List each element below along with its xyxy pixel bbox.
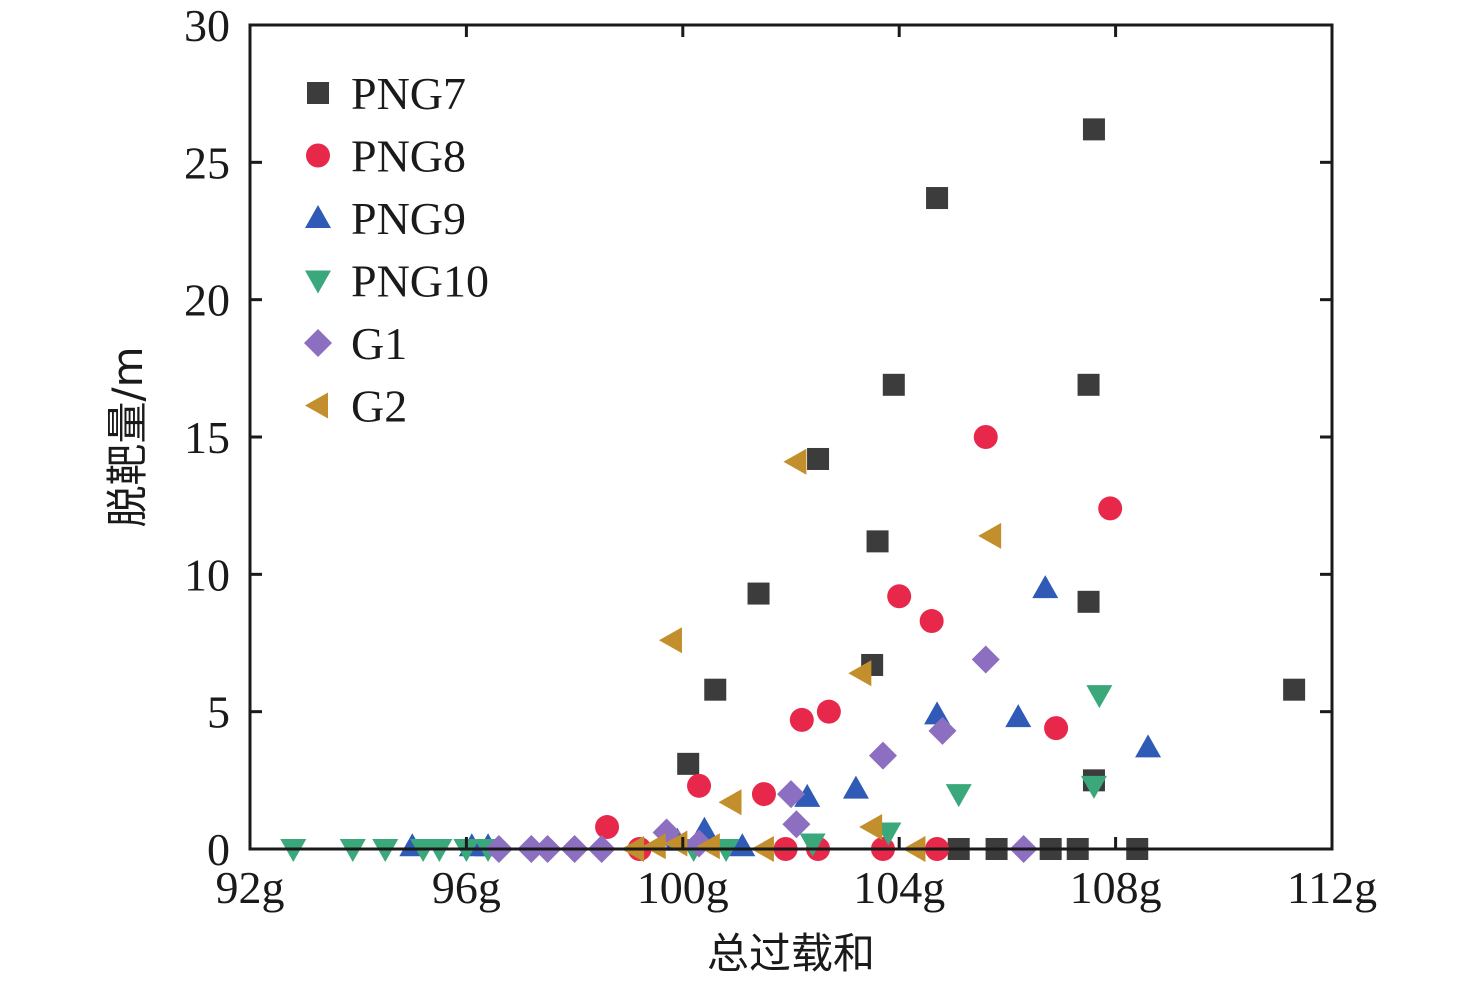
data-point-png7 xyxy=(1077,373,1100,396)
legend-item-png10: PNG10 xyxy=(305,256,489,307)
legend-marker-png8 xyxy=(306,143,330,168)
y-tick-label: 0 xyxy=(207,824,230,875)
y-tick-labels: 0 5 10 15 20 25 30 xyxy=(184,0,230,875)
legend: PNG7 PNG8 PNG9 PNG10 G1 G2 xyxy=(304,68,489,432)
data-point-png7 xyxy=(926,187,949,210)
data-point-png9 xyxy=(729,833,756,857)
data-point-png9 xyxy=(794,783,821,807)
y-tick-label: 30 xyxy=(184,0,230,51)
x-tick-label: 104g xyxy=(853,862,945,913)
y-axis-title: 脱靶量/m xyxy=(103,346,152,527)
data-point-png9 xyxy=(842,775,869,799)
data-point-png7 xyxy=(882,373,905,396)
data-point-g2 xyxy=(783,448,807,475)
data-point-png8 xyxy=(816,699,841,724)
x-tick-label: 112g xyxy=(1287,862,1377,913)
legend-label-png9: PNG9 xyxy=(351,193,466,244)
legend-item-png8: PNG8 xyxy=(306,131,466,182)
data-point-g1 xyxy=(868,741,897,770)
x-tick-label: 92g xyxy=(216,862,285,913)
data-point-png9 xyxy=(1135,734,1162,758)
data-point-png7 xyxy=(1283,678,1306,701)
data-point-png8 xyxy=(789,707,814,732)
legend-label-g1: G1 xyxy=(351,318,407,369)
axis-ticks xyxy=(248,23,1334,851)
data-point-png10 xyxy=(1086,685,1113,709)
data-point-g2 xyxy=(848,660,872,687)
data-point-g1 xyxy=(777,780,805,809)
y-tick-label: 20 xyxy=(184,275,230,326)
data-point-png7 xyxy=(1082,118,1105,141)
data-point-g1 xyxy=(928,716,957,745)
data-point-g1 xyxy=(971,645,1000,674)
legend-label-g2: G2 xyxy=(351,381,407,432)
data-point-png9 xyxy=(1005,704,1032,728)
legend-item-g2: G2 xyxy=(305,381,407,432)
data-point-png10 xyxy=(799,833,826,857)
x-axis-title: 总过载和 xyxy=(707,929,875,978)
data-point-g2 xyxy=(718,789,742,816)
data-point-g2 xyxy=(978,522,1002,549)
data-point-png8 xyxy=(1044,716,1069,741)
legend-label-png10: PNG10 xyxy=(351,256,489,307)
legend-marker-png9 xyxy=(305,205,331,228)
y-tick-label: 15 xyxy=(184,412,230,463)
legend-marker-png10 xyxy=(305,270,331,294)
legend-item-png7: PNG7 xyxy=(307,68,466,119)
data-point-png10 xyxy=(945,784,972,808)
data-point-g2 xyxy=(859,814,883,841)
y-tick-label: 5 xyxy=(207,687,230,738)
legend-label-png8: PNG8 xyxy=(351,131,466,182)
legend-item-g1: G1 xyxy=(304,318,407,369)
data-points-layer xyxy=(280,118,1306,863)
data-point-png10 xyxy=(1080,775,1107,799)
x-tick-label: 108g xyxy=(1070,862,1162,913)
data-point-g1 xyxy=(782,810,811,839)
data-point-png8 xyxy=(1098,496,1123,521)
legend-marker-g1 xyxy=(304,329,332,357)
data-point-png8 xyxy=(973,425,998,449)
data-point-png8 xyxy=(919,609,944,634)
x-tick-label: 96g xyxy=(432,862,501,913)
data-point-png8 xyxy=(687,773,712,798)
data-point-png7 xyxy=(866,530,889,553)
legend-item-png9: PNG9 xyxy=(305,193,466,244)
data-point-png8 xyxy=(887,584,912,609)
data-point-png7 xyxy=(1077,590,1100,613)
y-tick-label: 10 xyxy=(184,549,230,600)
data-point-png8 xyxy=(751,782,776,807)
legend-marker-g2 xyxy=(305,392,328,419)
series-png7 xyxy=(677,118,1306,860)
data-point-png7 xyxy=(677,752,700,775)
data-point-g2 xyxy=(658,627,682,654)
data-point-png9 xyxy=(1032,575,1059,599)
x-tick-labels: 92g 96g 100g 104g 108g 112g xyxy=(216,862,1378,913)
data-point-png7 xyxy=(807,447,830,470)
data-point-png7 xyxy=(747,582,770,605)
x-tick-label: 100g xyxy=(637,862,729,913)
legend-label-png7: PNG7 xyxy=(351,68,466,119)
data-point-png7 xyxy=(704,678,727,701)
legend-marker-png7 xyxy=(307,82,329,104)
data-point-g2 xyxy=(642,833,666,860)
y-tick-label: 25 xyxy=(184,137,230,188)
data-point-g2 xyxy=(696,833,720,860)
data-point-png8 xyxy=(595,815,620,840)
